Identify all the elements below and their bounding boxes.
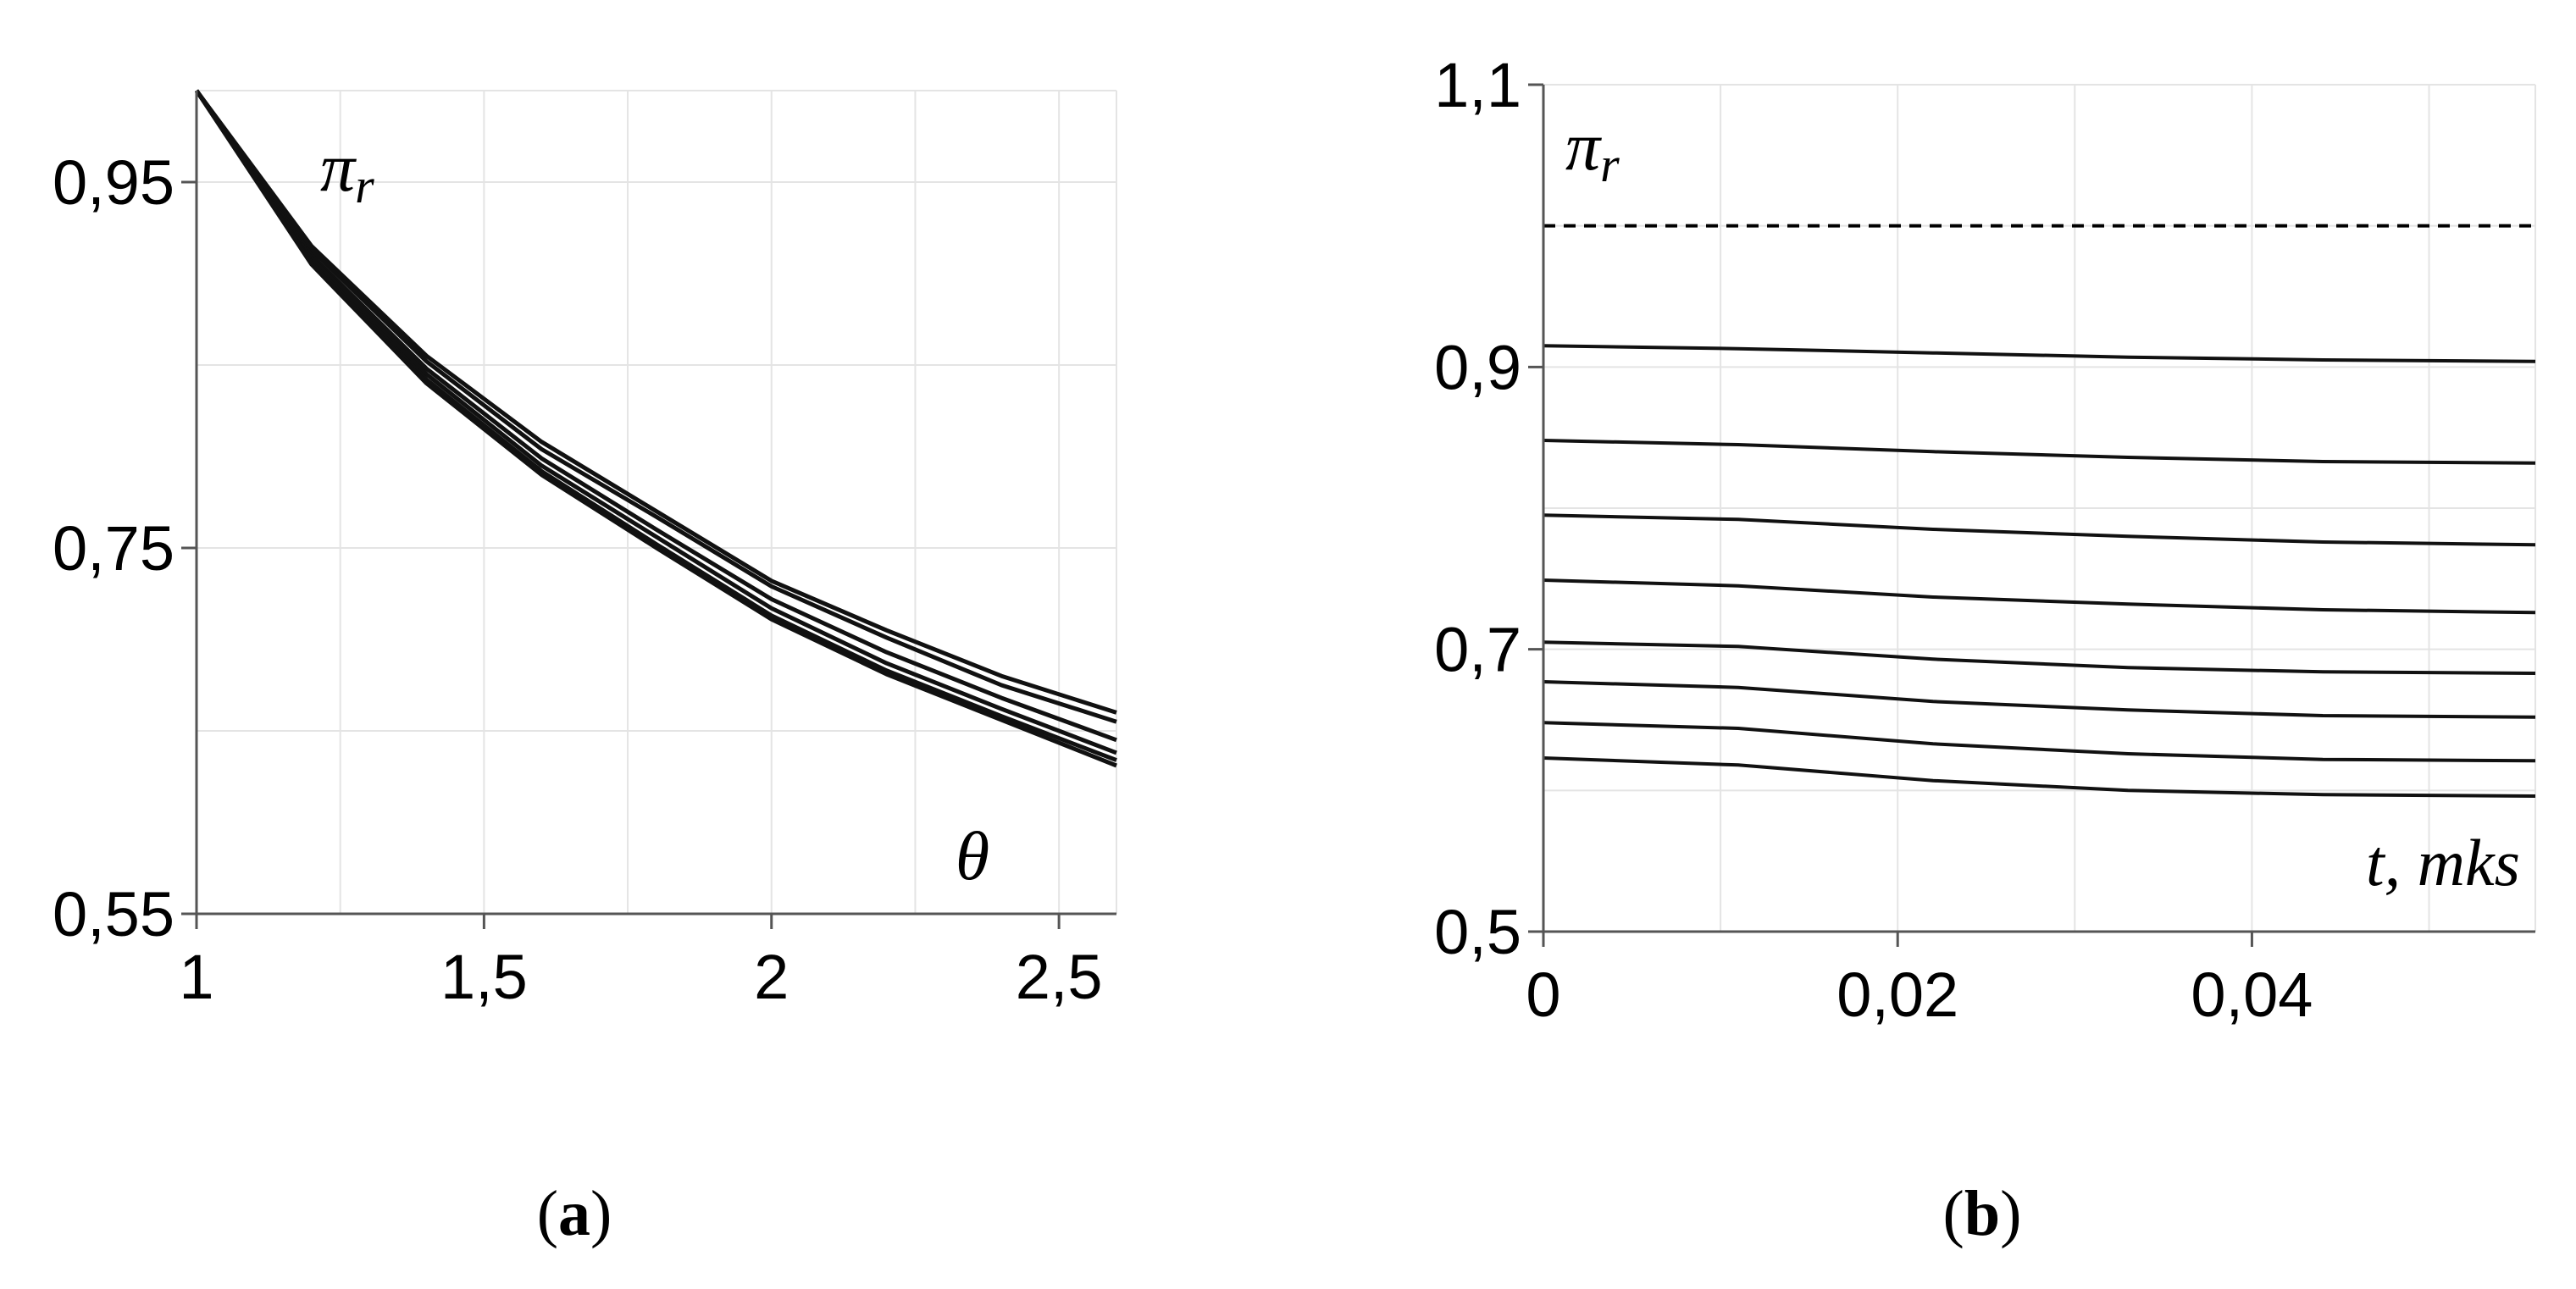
chart-panel-b: 0,5 0,7 0,9 1,1 0 0,02 0,04 πr t, mks (b) <box>1434 50 2536 1249</box>
series-line-3 <box>1543 513 2536 547</box>
series-label: πr <box>1565 108 1620 192</box>
series-line-1 <box>194 89 1117 715</box>
series-label-symbol: π <box>1565 108 1602 185</box>
series-line-6 <box>1543 680 2536 719</box>
series-line-8 <box>1543 756 2536 798</box>
chart-panel-a: 0,55 0,75 0,95 1 1,5 2 2,5 πr θ (a) <box>53 89 1117 1249</box>
series-line-6 <box>194 89 1117 768</box>
panel-caption: (a) <box>537 1178 612 1249</box>
y-tick-label: 1,1 <box>1434 50 1521 120</box>
y-tick-label: 0,9 <box>1434 332 1521 402</box>
x-tick-label: 0 <box>1526 960 1560 1030</box>
series-line-3 <box>194 89 1117 743</box>
x-tick-label: 1 <box>179 942 213 1012</box>
x-tick-label: 1,5 <box>440 942 528 1012</box>
series-line-5 <box>1543 640 2536 675</box>
panel-caption-close: ) <box>2000 1178 2021 1249</box>
x-tick-label: 2 <box>754 942 789 1012</box>
panel-caption: (b) <box>1943 1178 2022 1249</box>
panel-caption-letter: a <box>558 1178 590 1249</box>
series-label: πr <box>320 129 374 213</box>
panel-caption-open: ( <box>1943 1178 1964 1249</box>
series-line-2 <box>1543 439 2536 465</box>
series-line-4 <box>194 89 1117 755</box>
y-tick-label: 0,7 <box>1434 615 1521 685</box>
panel-caption-open: ( <box>537 1178 558 1249</box>
x-axis-annotation: θ <box>956 817 989 894</box>
series-label-symbol: π <box>320 129 357 206</box>
y-tick-label: 0,75 <box>53 513 175 584</box>
x-tick-label: 0,02 <box>1836 960 1958 1030</box>
panel-caption-letter: b <box>1964 1178 2000 1249</box>
series-line-7 <box>1543 721 2536 763</box>
x-tick-label: 0,04 <box>2191 960 2313 1030</box>
series-line-2 <box>194 89 1117 724</box>
series-label-subscript: r <box>355 158 374 213</box>
x-axis-annotation: t, mks <box>2366 826 2520 899</box>
y-tick-label: 0,95 <box>53 147 175 218</box>
series-line-4 <box>1543 578 2536 615</box>
x-tick-label: 2,5 <box>1016 942 1103 1012</box>
series-label-subscript: r <box>1600 137 1620 192</box>
panel-caption-close: ) <box>590 1178 612 1249</box>
y-tick-label: 0,5 <box>1434 897 1521 967</box>
series-line-1 <box>1543 344 2536 363</box>
y-tick-label: 0,55 <box>53 879 175 949</box>
